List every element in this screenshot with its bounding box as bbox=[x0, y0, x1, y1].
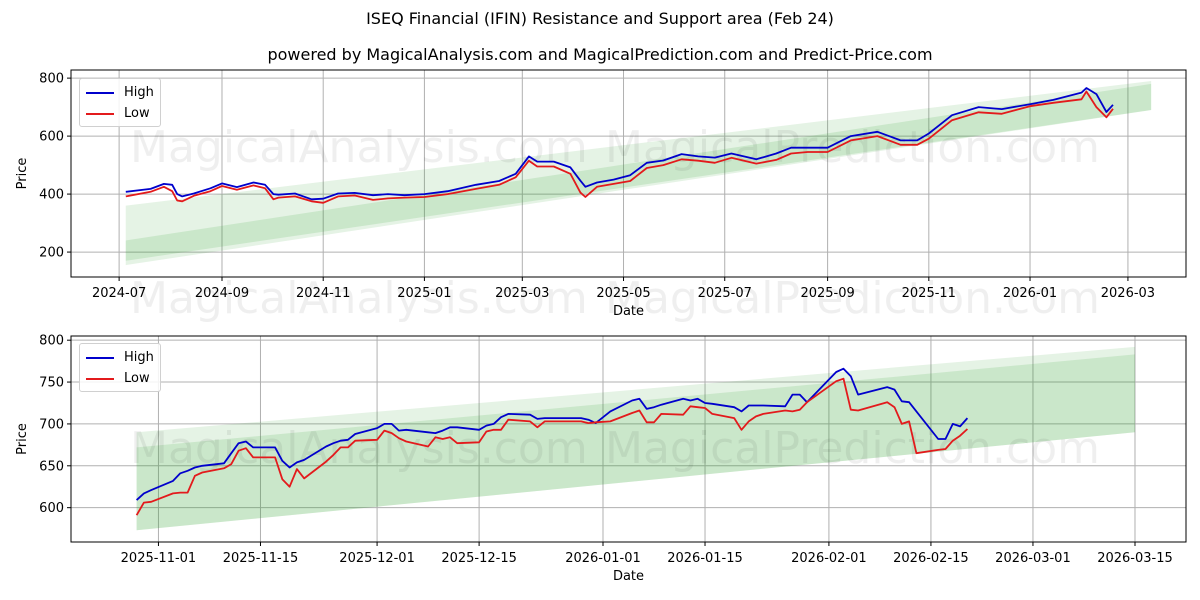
x-tick-label: 2026-03-15 bbox=[1097, 551, 1173, 566]
bottom-axes: 600 650 700 750 800 2025-11-01 2025-11-15 2025-… bbox=[15, 334, 1187, 584]
low-price-line bbox=[125, 90, 1114, 204]
bottom-legend: High Low bbox=[79, 343, 161, 392]
x-tick-label: 2024-09 bbox=[195, 286, 249, 301]
legend-item-low: Low bbox=[86, 368, 154, 389]
x-tick-label: 2025-05 bbox=[596, 286, 650, 301]
high-price-line bbox=[135, 367, 969, 501]
bottom-watermark: MagicalAnalysis.com MagicalPrediction.com bbox=[130, 423, 1100, 474]
svg-text:MagicalAnalysis.com: MagicalAnalysis.com bbox=[130, 273, 588, 324]
bottom-price-lines bbox=[135, 367, 969, 516]
plot-frame bbox=[70, 69, 1187, 278]
band-area bbox=[136, 346, 1135, 531]
legend-label-low: Low bbox=[124, 371, 150, 386]
low-price-line bbox=[135, 377, 969, 516]
x-axis-label: Date bbox=[613, 304, 644, 319]
x-tick-label: 2026-03 bbox=[1101, 286, 1155, 301]
bottom-support-resistance-band bbox=[136, 346, 1135, 531]
band-area bbox=[125, 83, 1152, 261]
high-price-line bbox=[125, 87, 1114, 201]
y-tick-label: 600 bbox=[39, 501, 64, 516]
x-tick-label: 2024-07 bbox=[92, 286, 146, 301]
y-tick-label: 800 bbox=[39, 334, 64, 349]
top-grid bbox=[71, 70, 1186, 277]
x-tick-label: 2026-01-01 bbox=[565, 551, 641, 566]
x-tick-label: 2025-09 bbox=[800, 286, 854, 301]
legend-item-high: High bbox=[86, 347, 154, 368]
svg-text:MagicalPrediction.com: MagicalPrediction.com bbox=[605, 273, 1100, 324]
top-axes: 200 400 600 800 2024-07 2024-09 2024-11 2025-01… bbox=[15, 69, 1187, 319]
chart-subtitle: powered by MagicalAnalysis.com and Magic… bbox=[267, 45, 933, 64]
top-price-lines bbox=[125, 87, 1114, 204]
x-tick-label: 2025-11-01 bbox=[121, 551, 197, 566]
top-support-resistance-band bbox=[125, 81, 1152, 266]
x-tick-label: 2025-11-15 bbox=[223, 551, 299, 566]
y-tick-label: 600 bbox=[39, 130, 64, 145]
x-tick-label: 2026-03-01 bbox=[995, 551, 1071, 566]
y-tick-label: 200 bbox=[39, 246, 64, 261]
x-tick-label: 2025-12-15 bbox=[441, 551, 517, 566]
x-tick-label: 2025-11 bbox=[902, 286, 956, 301]
low-line-swatch-icon bbox=[86, 377, 114, 380]
legend-label-high: High bbox=[124, 85, 154, 100]
x-tick-label: 2025-03 bbox=[495, 286, 549, 301]
legend-label-high: High bbox=[124, 350, 154, 365]
legend-label-low: Low bbox=[124, 106, 150, 121]
high-line-swatch-icon bbox=[86, 91, 114, 94]
x-tick-label: 2026-02-01 bbox=[791, 551, 867, 566]
y-axis-label: Price bbox=[15, 423, 30, 455]
x-tick-label: 2026-02-15 bbox=[893, 551, 969, 566]
band-area bbox=[125, 81, 1152, 266]
low-line-swatch-icon bbox=[86, 112, 114, 115]
band-area bbox=[136, 354, 1135, 531]
x-tick-label: 2025-07 bbox=[698, 286, 752, 301]
bottom-chart-panel: MagicalAnalysis.com MagicalPrediction.com… bbox=[15, 334, 1187, 584]
chart-title: ISEQ Financial (IFIN) Resistance and Sup… bbox=[366, 9, 834, 28]
high-line-swatch-icon bbox=[86, 356, 114, 359]
x-tick-label: 2025-12-01 bbox=[339, 551, 415, 566]
top-legend: High Low bbox=[79, 78, 161, 127]
y-axis-label: Price bbox=[15, 158, 30, 190]
y-tick-label: 400 bbox=[39, 188, 64, 203]
y-tick-label: 700 bbox=[39, 417, 64, 432]
y-tick-label: 750 bbox=[39, 376, 64, 391]
y-tick-label: 800 bbox=[39, 72, 64, 87]
x-tick-label: 2025-01 bbox=[397, 286, 451, 301]
svg-text:MagicalAnalysis.com: MagicalAnalysis.com bbox=[130, 122, 588, 173]
x-tick-label: 2024-11 bbox=[296, 286, 350, 301]
x-axis-label: Date bbox=[613, 569, 644, 584]
top-watermark: MagicalAnalysis.com MagicalPrediction.com… bbox=[130, 122, 1100, 324]
svg-text:MagicalPrediction.com: MagicalPrediction.com bbox=[605, 122, 1100, 173]
x-tick-label: 2026-01-15 bbox=[667, 551, 743, 566]
top-chart-panel: MagicalAnalysis.com MagicalPrediction.com… bbox=[15, 69, 1187, 324]
svg-text:MagicalPrediction.com: MagicalPrediction.com bbox=[605, 423, 1100, 474]
x-tick-label: 2026-01 bbox=[1003, 286, 1057, 301]
plot-frame bbox=[70, 335, 1187, 543]
legend-item-high: High bbox=[86, 82, 154, 103]
legend-item-low: Low bbox=[86, 103, 154, 124]
y-tick-label: 650 bbox=[39, 459, 64, 474]
